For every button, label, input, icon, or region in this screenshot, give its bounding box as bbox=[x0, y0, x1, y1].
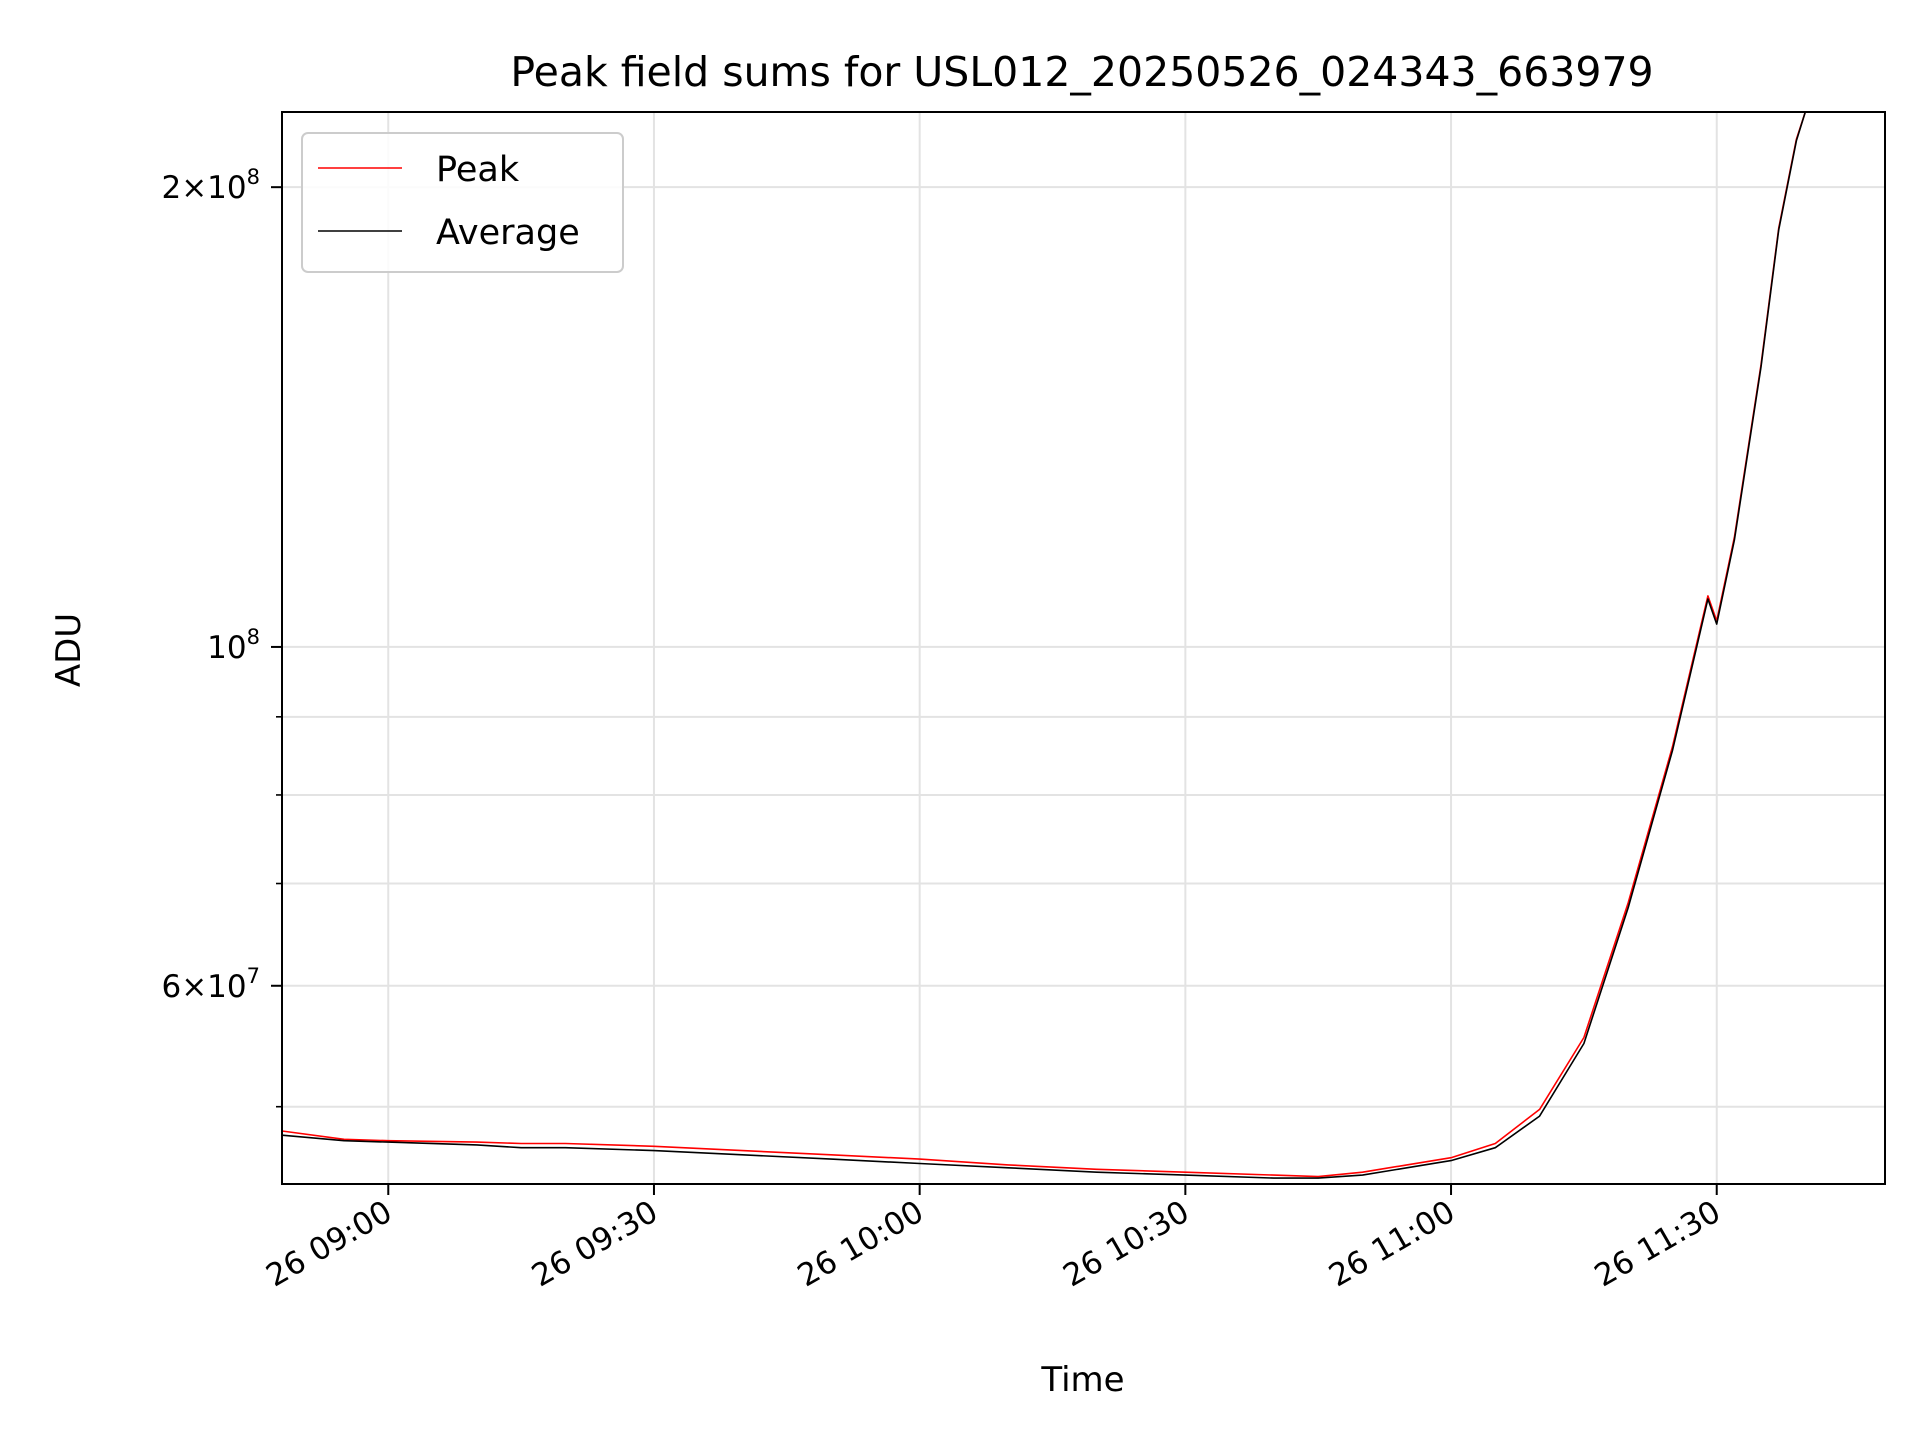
chart-title: Peak field sums for USL012_20250526_0243… bbox=[510, 48, 1653, 96]
legend-label-peak: Peak bbox=[436, 150, 520, 190]
y-axis-ticks: 2×108 108 6×107 bbox=[161, 165, 282, 1108]
grid-lines bbox=[282, 112, 1885, 1184]
y-tick-label: 108 bbox=[207, 625, 260, 666]
plot-frame bbox=[281, 111, 1886, 1185]
legend: Peak Average bbox=[301, 132, 624, 273]
series-line-average bbox=[282, 112, 1807, 1179]
x-axis-label: Time bbox=[1040, 1360, 1124, 1400]
series-layer bbox=[282, 112, 1807, 1179]
y-tick-label: 2×108 bbox=[161, 165, 260, 206]
legend-label-average: Average bbox=[436, 213, 580, 253]
y-axis-label: ADU bbox=[49, 613, 89, 687]
y-tick-label: 6×107 bbox=[161, 964, 260, 1005]
